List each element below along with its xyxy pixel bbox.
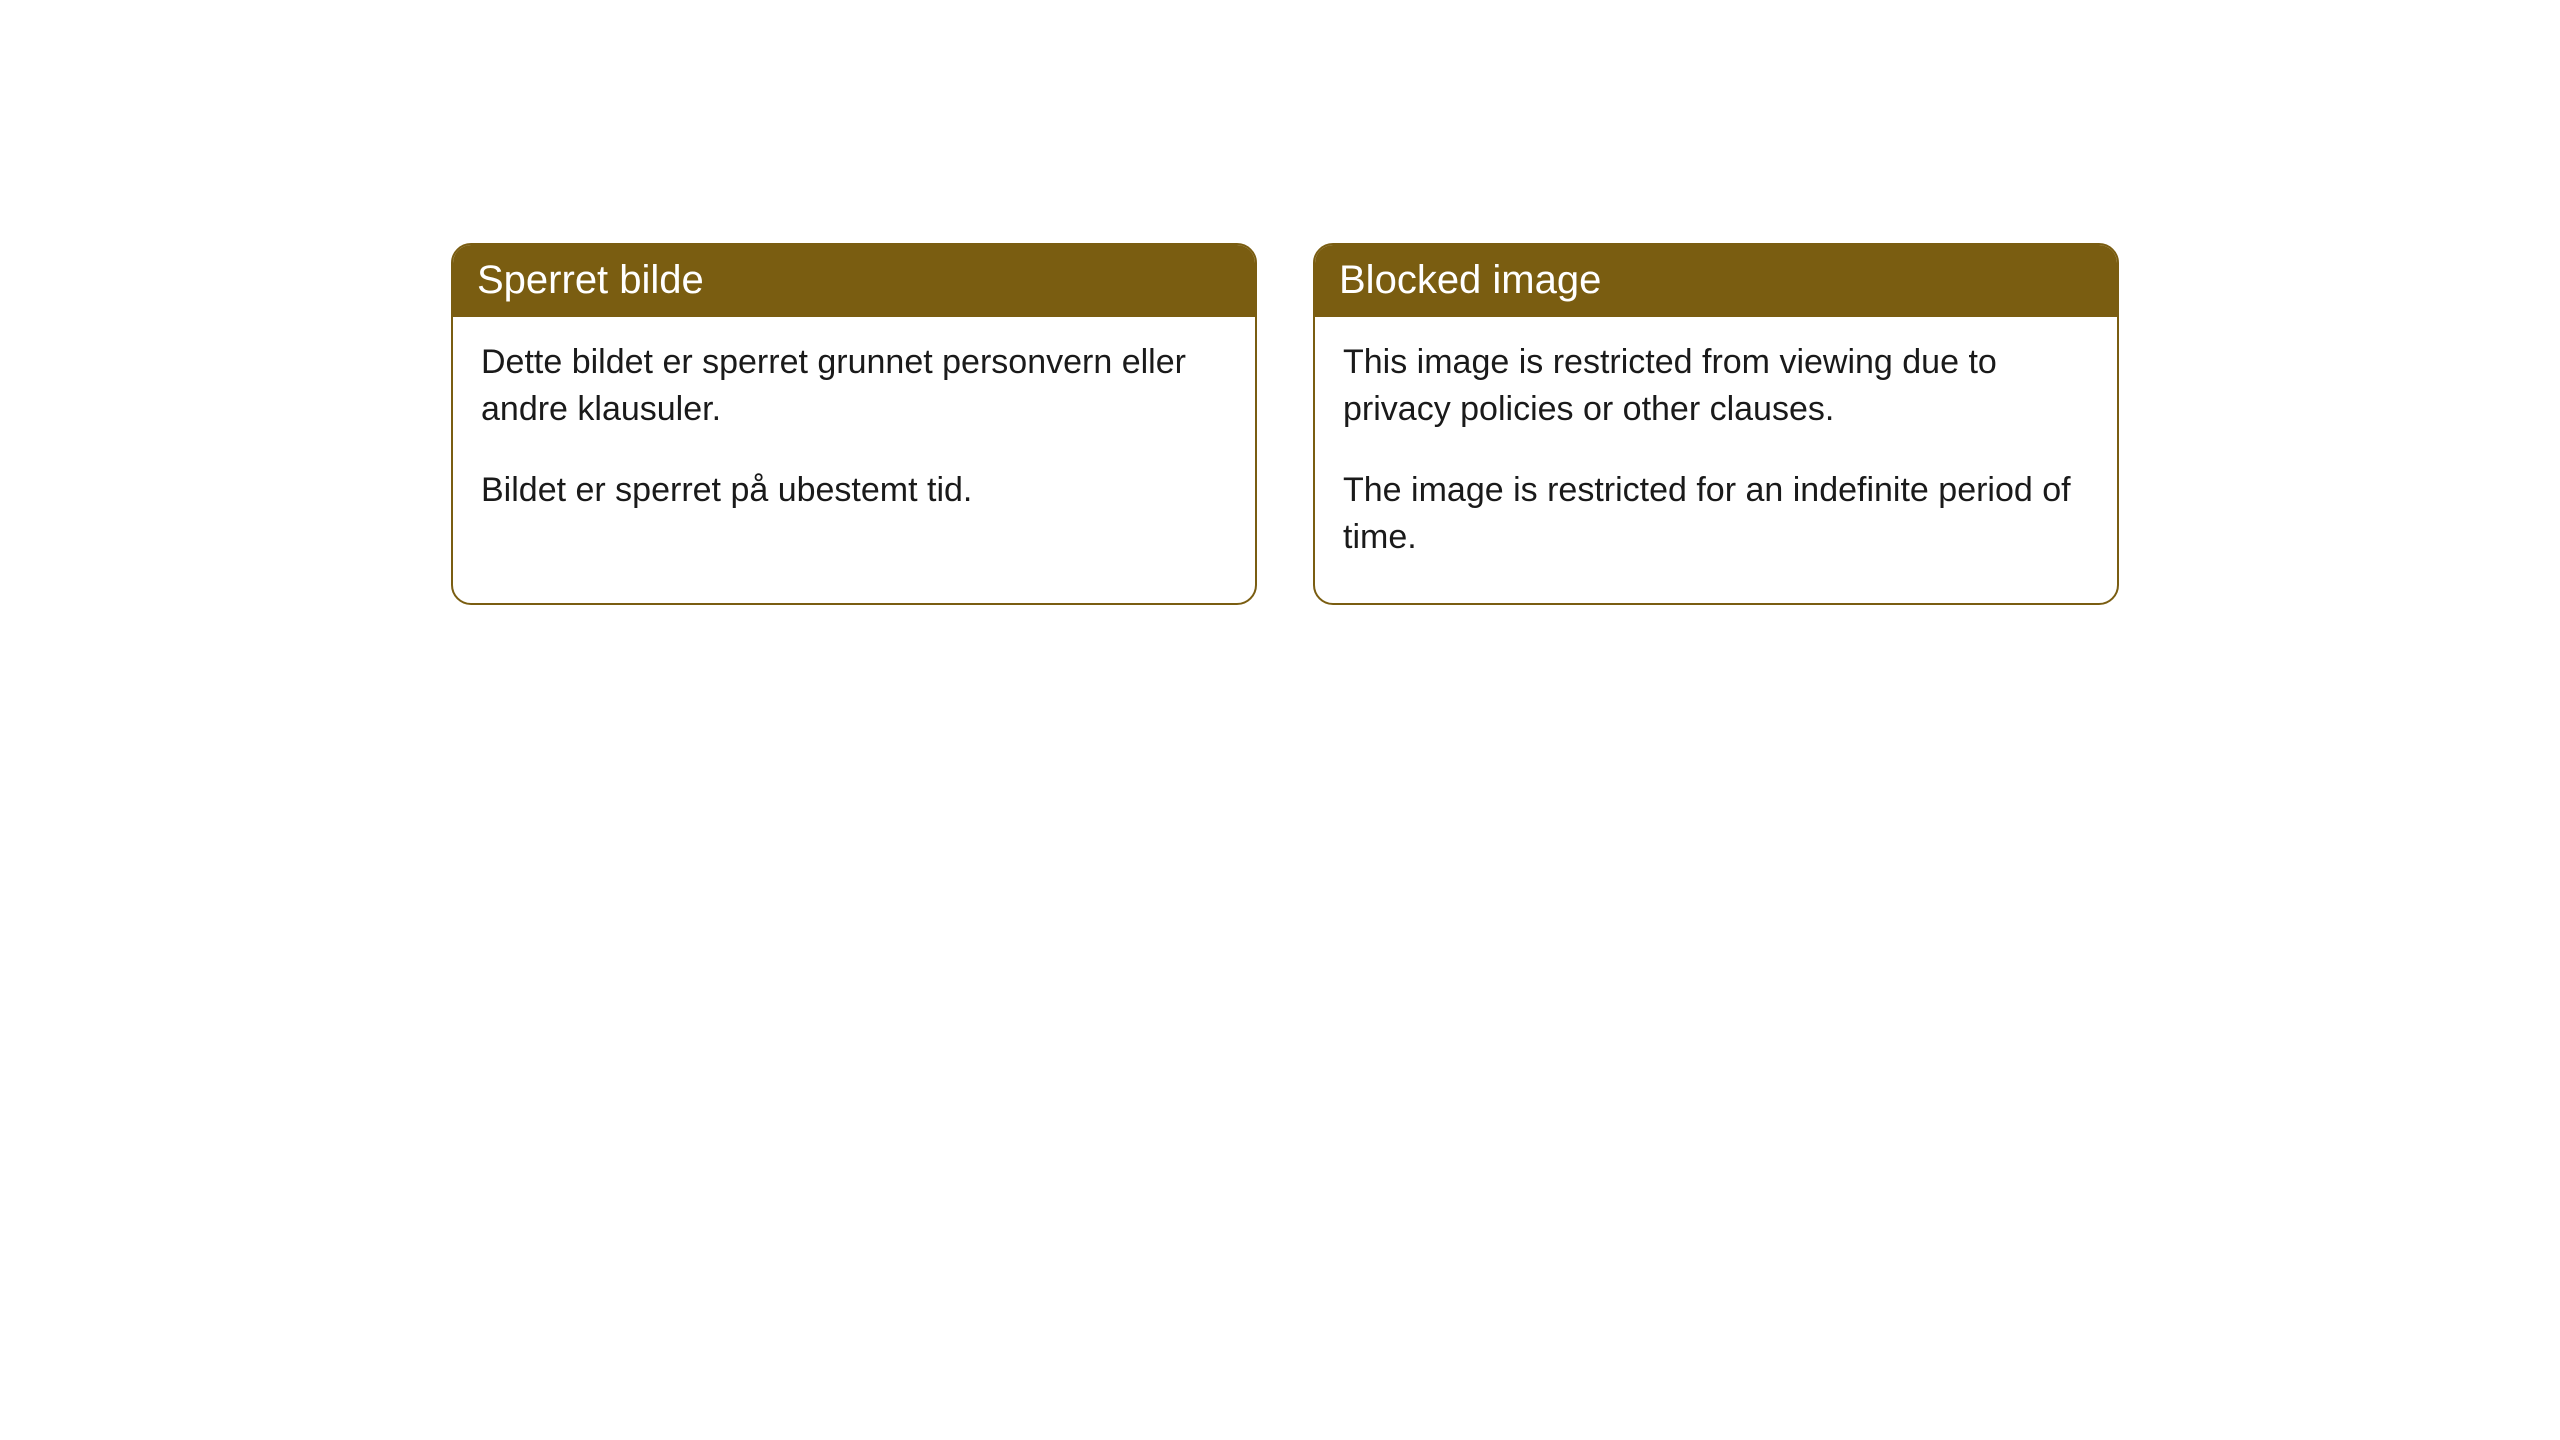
- card-paragraph: Bildet er sperret på ubestemt tid.: [481, 467, 1227, 514]
- card-header-no: Sperret bilde: [453, 245, 1255, 317]
- card-body-no: Dette bildet er sperret grunnet personve…: [453, 317, 1255, 556]
- card-paragraph: This image is restricted from viewing du…: [1343, 339, 2089, 433]
- card-body-en: This image is restricted from viewing du…: [1315, 317, 2117, 603]
- notice-cards-container: Sperret bilde Dette bildet er sperret gr…: [0, 0, 2560, 605]
- notice-card-no: Sperret bilde Dette bildet er sperret gr…: [451, 243, 1257, 605]
- card-paragraph: The image is restricted for an indefinit…: [1343, 467, 2089, 561]
- notice-card-en: Blocked image This image is restricted f…: [1313, 243, 2119, 605]
- card-paragraph: Dette bildet er sperret grunnet personve…: [481, 339, 1227, 433]
- card-header-en: Blocked image: [1315, 245, 2117, 317]
